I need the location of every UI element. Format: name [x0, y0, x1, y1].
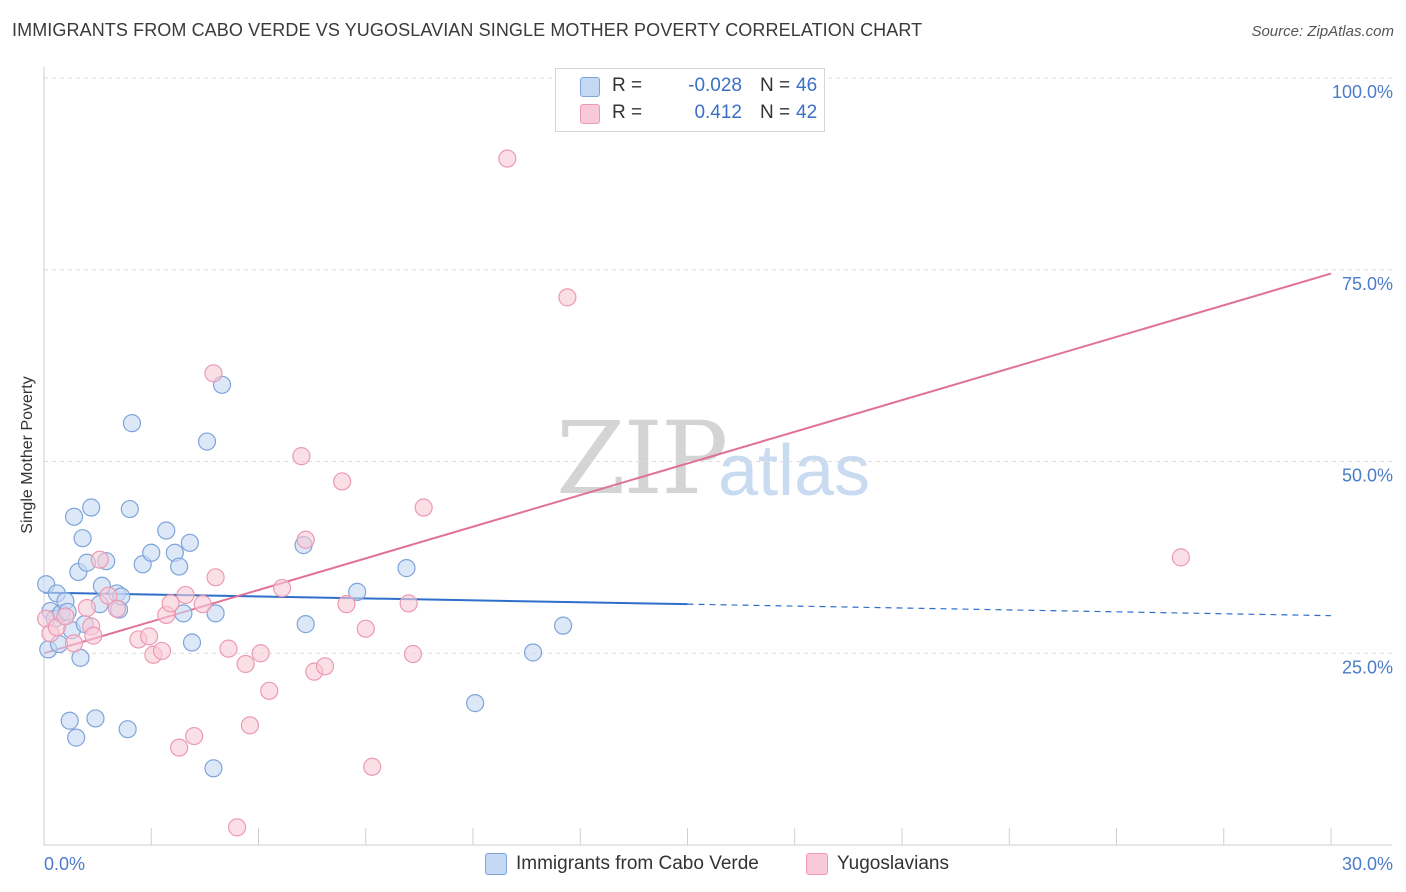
legend-n-label: N = — [760, 75, 791, 96]
point-cabo-verde — [296, 615, 315, 634]
legend-swatch-blue — [580, 77, 600, 97]
trend-line-cabo-verde — [43, 591, 688, 606]
point-yugoslavian — [99, 586, 118, 605]
point-yugoslavian — [403, 644, 423, 664]
point-yugoslavian — [272, 578, 292, 598]
axes — [43, 67, 1392, 846]
x-tick-label: 30.0% — [1342, 854, 1393, 874]
point-yugoslavian — [152, 641, 172, 661]
point-cabo-verde — [397, 559, 416, 578]
point-yugoslavian — [236, 654, 255, 674]
point-yugoslavian — [1171, 548, 1190, 567]
y-tick-label: 25.0% — [1342, 657, 1393, 677]
point-yugoslavian — [185, 726, 204, 746]
source-label: Source: ZipAtlas.com — [1251, 23, 1394, 40]
bottom-legend-swatch-pink — [806, 853, 828, 875]
point-yugoslavian — [333, 472, 352, 491]
point-cabo-verde — [170, 557, 189, 576]
point-yugoslavian — [498, 149, 517, 168]
point-cabo-verde — [182, 633, 202, 652]
point-cabo-verde — [204, 759, 223, 778]
point-cabo-verde — [523, 643, 543, 662]
point-yugoslavian — [77, 598, 97, 618]
point-yugoslavian — [292, 447, 311, 466]
legend-n-value: 42 — [796, 102, 818, 123]
point-cabo-verde — [206, 604, 225, 623]
legend-n-value: 46 — [796, 75, 818, 96]
point-cabo-verde — [120, 499, 139, 519]
point-yugoslavian — [363, 757, 382, 776]
point-yugoslavian — [240, 716, 260, 735]
point-yugoslavian — [206, 568, 225, 587]
y-tick-label: 50.0% — [1342, 466, 1393, 486]
data-points — [37, 149, 1190, 837]
point-yugoslavian — [219, 639, 238, 658]
point-cabo-verde — [67, 728, 86, 747]
point-yugoslavian — [84, 626, 103, 645]
legend-r-label: R = — [612, 75, 643, 96]
legend-swatch-pink — [580, 104, 600, 124]
tick-labels: 25.0% 50.0% 75.0% 100.0% 0.0% 30.0% — [44, 82, 1393, 874]
stats-legend: R = -0.028 N = 46 R = 0.412 N = 42 — [555, 68, 825, 132]
point-cabo-verde — [82, 498, 101, 517]
point-cabo-verde — [73, 529, 92, 548]
point-cabo-verde — [118, 720, 137, 739]
point-cabo-verde — [122, 414, 142, 433]
trend-lines — [43, 272, 1332, 655]
point-yugoslavian — [296, 530, 315, 549]
point-yugoslavian — [56, 607, 75, 626]
point-yugoslavian — [337, 595, 356, 614]
point-yugoslavian — [227, 818, 247, 837]
point-yugoslavian — [558, 288, 577, 307]
point-yugoslavian — [140, 627, 159, 646]
point-yugoslavian — [107, 599, 127, 618]
point-yugoslavian — [356, 619, 375, 638]
y-tick-label: 75.0% — [1342, 274, 1393, 294]
point-yugoslavian — [399, 594, 418, 613]
y-tick-label: 100.0% — [1332, 82, 1393, 102]
chart-title: IMMIGRANTS FROM CABO VERDE VS YUGOSLAVIA… — [12, 20, 923, 40]
point-cabo-verde — [142, 543, 161, 562]
point-yugoslavian — [64, 634, 84, 653]
point-cabo-verde — [553, 616, 573, 635]
watermark-zip: ZIP — [556, 400, 728, 517]
point-yugoslavian — [315, 657, 335, 676]
trend-line-yugoslavians — [43, 272, 1332, 655]
point-yugoslavian — [90, 550, 109, 569]
legend-n-label: N = — [760, 102, 791, 123]
point-yugoslavian — [414, 498, 433, 517]
point-cabo-verde — [197, 432, 217, 451]
legend-r-value: 0.412 — [694, 102, 742, 123]
trend-line-cabo-verde-extrapolated — [687, 603, 1332, 617]
point-cabo-verde — [64, 507, 84, 526]
point-cabo-verde — [157, 521, 176, 540]
point-cabo-verde — [60, 711, 79, 730]
point-yugoslavian — [260, 681, 279, 700]
point-cabo-verde — [466, 694, 485, 713]
bottom-legend-label: Yugoslavians — [837, 853, 949, 874]
bottom-legend-swatch-blue — [485, 853, 507, 875]
bottom-legend-label: Immigrants from Cabo Verde — [516, 853, 759, 874]
point-yugoslavian — [176, 585, 195, 605]
point-yugoslavian — [251, 644, 270, 663]
point-cabo-verde — [86, 709, 105, 728]
point-yugoslavian — [204, 364, 223, 383]
point-cabo-verde — [348, 582, 367, 601]
gridlines — [44, 77, 1392, 654]
point-yugoslavian — [161, 594, 180, 613]
x-tick-label: 0.0% — [44, 854, 85, 874]
point-yugoslavian — [170, 738, 189, 757]
point-cabo-verde — [180, 533, 199, 552]
legend-r-value: -0.028 — [688, 75, 742, 96]
point-yugoslavian — [193, 595, 212, 614]
watermark-atlas: atlas — [718, 431, 871, 511]
legend-r-label: R = — [612, 102, 643, 123]
